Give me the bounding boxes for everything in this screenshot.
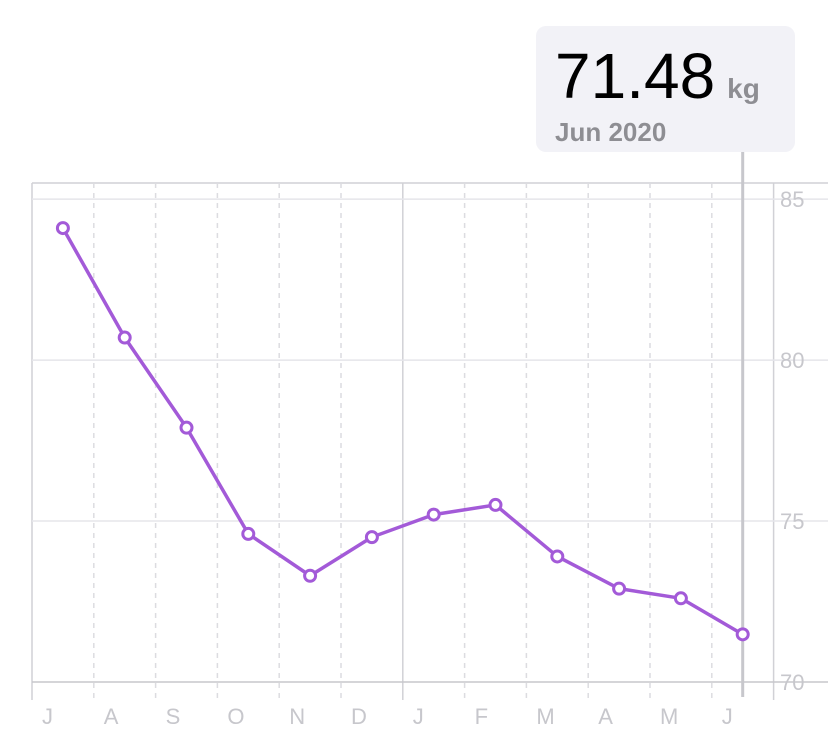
x-tick-label: S — [166, 704, 181, 729]
point — [241, 526, 256, 541]
point — [55, 221, 70, 236]
y-tick-label: 75 — [780, 509, 804, 534]
grid — [31, 182, 828, 700]
x-tick-label: A — [598, 704, 613, 729]
x-tick-label: J — [722, 704, 733, 729]
x-tick-label: J — [413, 704, 424, 729]
x-tick-label: M — [536, 704, 554, 729]
point — [117, 330, 132, 345]
point — [364, 530, 379, 545]
y-tick-label: 85 — [780, 187, 804, 212]
callout-unit: kg — [727, 73, 760, 104]
x-tick-label: J — [42, 704, 53, 729]
callout-number: 71.48 — [555, 40, 715, 112]
callout-value: 71.48 kg — [555, 40, 760, 112]
x-tick-label: M — [660, 704, 678, 729]
line — [61, 227, 744, 636]
point — [179, 420, 194, 435]
point — [612, 581, 627, 596]
x-tick-label: D — [351, 704, 367, 729]
callout-box — [536, 26, 795, 152]
point — [488, 497, 503, 512]
point — [426, 507, 441, 522]
y-tick-label: 80 — [780, 348, 804, 373]
point — [550, 549, 565, 564]
x-tick-label: A — [104, 704, 119, 729]
callout-date: Jun 2020 — [555, 117, 666, 147]
y-tick-label: 70 — [780, 670, 804, 695]
selection-callout: 71.48 kg Jun 2020 — [536, 26, 795, 152]
x-tick-label: O — [227, 704, 244, 729]
x-tick-label: F — [475, 704, 488, 729]
point — [735, 627, 750, 642]
x-tick-label: N — [289, 704, 305, 729]
point — [673, 591, 688, 606]
point — [303, 568, 318, 583]
